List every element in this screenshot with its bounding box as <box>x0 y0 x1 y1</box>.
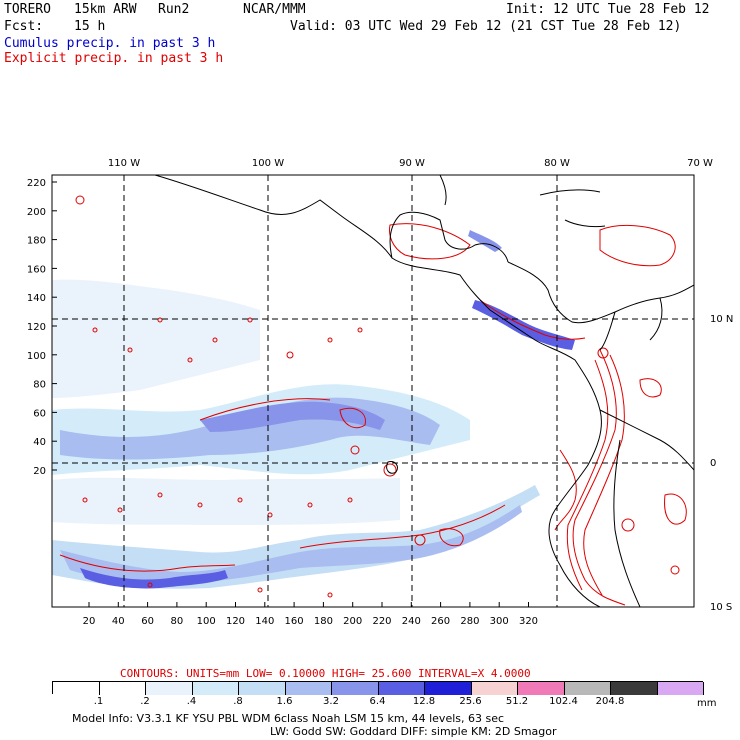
colorbar-label: .8 <box>233 696 243 707</box>
cumulus-honduras <box>468 230 502 252</box>
colorbar-swatch <box>657 682 704 695</box>
colorbar-label: 1.6 <box>276 696 293 707</box>
colorbar-label: .1 <box>93 696 104 707</box>
x-tick-label: 240 <box>402 616 421 627</box>
colorbar-label: .4 <box>186 696 197 707</box>
run-label: Run2 <box>158 2 190 17</box>
forecast-label: Fcst: <box>4 19 44 34</box>
colorbar-label: 25.6 <box>459 696 482 707</box>
x-tick-label: 100 <box>197 616 216 627</box>
y-tick-label: 160 <box>27 264 46 275</box>
y-tick-label: 80 <box>33 380 46 391</box>
colorbar-unit: mm <box>697 698 717 709</box>
y-tick-label: 100 <box>27 351 46 362</box>
colorbar-swatch <box>99 682 146 695</box>
valid-time: Valid: 03 UTC Wed 29 Feb 12 (21 CST Tue … <box>290 19 682 34</box>
colorbar-swatch <box>332 682 379 695</box>
colorbar-swatch <box>239 682 286 695</box>
precip-colorbar <box>52 681 704 695</box>
legend-explicit: Explicit precip. in past 3 h <box>4 51 224 66</box>
colorbar-label: 51.2 <box>505 696 529 707</box>
colorbar-label: .2 <box>140 696 150 707</box>
colorbar-label: 12.8 <box>412 696 436 707</box>
forecast-hour: 15 h <box>74 19 106 34</box>
y-tick-label: 60 <box>33 408 46 419</box>
x-tick-label: 180 <box>314 616 333 627</box>
colorbar-label: 204.8 <box>595 696 625 707</box>
y-tick-label: 20 <box>33 466 46 477</box>
cumulus-band-north-heavy <box>200 401 385 432</box>
colorbar-swatch <box>518 682 565 695</box>
cumulus-band-south <box>52 485 540 589</box>
x-tick-label: 200 <box>343 616 362 627</box>
colorbar-label: 6.4 <box>369 696 386 707</box>
lat-label: 0 <box>710 458 716 469</box>
x-tick-label: 260 <box>431 616 450 627</box>
x-tick-label: 280 <box>460 616 479 627</box>
colorbar-swatch <box>146 682 193 695</box>
model-resolution: 15km ARW <box>74 2 137 17</box>
colorbar-swatch <box>378 682 425 695</box>
explicit-scatter <box>75 195 680 598</box>
model-info: Model Info: V3.3.1 KF YSU PBL WDM 6class… <box>72 712 505 725</box>
coastlines <box>154 175 694 607</box>
y-tick-label: 120 <box>27 322 46 333</box>
cumulus-band-south-heavy <box>80 568 228 589</box>
lon-label: 100 W <box>252 158 284 169</box>
lat-label: 10 S <box>710 602 732 613</box>
colorbar-swatch <box>53 682 100 695</box>
x-tick-label: 60 <box>141 616 154 627</box>
lon-label: 80 W <box>544 158 570 169</box>
x-tick-label: 220 <box>372 616 391 627</box>
lon-label: 110 W <box>108 158 140 169</box>
colorbar-swatch <box>471 682 518 695</box>
y-tick-label: 200 <box>27 207 46 218</box>
colorbar-swatch <box>564 682 611 695</box>
org-label: NCAR/MMM <box>243 2 306 17</box>
x-tick-label: 120 <box>226 616 245 627</box>
legend-cumulus: Cumulus precip. in past 3 h <box>4 36 216 51</box>
colorbar-swatch <box>285 682 332 695</box>
y-tick-label: 180 <box>27 236 46 247</box>
precip-fields <box>52 175 694 607</box>
contours-info: CONTOURS: UNITS=mm LOW= 0.10000 HIGH= 25… <box>120 667 531 680</box>
y-tick-label: 40 <box>33 437 46 448</box>
colorbar-labels: .1 .2 .4 .8 1.6 3.2 6.4 12.8 25.6 51.2 102.4 204.8 <box>0 696 740 710</box>
lat-label: 10 N <box>710 314 733 325</box>
colorbar-swatch <box>611 682 658 695</box>
x-tick-label: 40 <box>112 616 125 627</box>
x-tick-label: 160 <box>285 616 304 627</box>
x-tick-label: 300 <box>490 616 509 627</box>
colorbar-swatch <box>192 682 239 695</box>
x-tick-label: 320 <box>519 616 538 627</box>
cumulus-west <box>52 279 260 398</box>
y-tick-label: 140 <box>27 293 46 304</box>
physics-info: LW: Godd SW: Goddard DIFF: simple KM: 2D… <box>270 725 557 738</box>
x-tick-label: 80 <box>171 616 184 627</box>
colorbar-label: 102.4 <box>549 696 578 707</box>
model-name: TORERO <box>4 2 51 17</box>
cumulus-west-2 <box>52 477 400 525</box>
lon-label: 90 W <box>399 158 425 169</box>
graticule <box>52 175 694 607</box>
x-tick-label: 140 <box>255 616 274 627</box>
colorbar-swatch <box>425 682 472 695</box>
colorbar-label: 3.2 <box>323 696 339 707</box>
plot-frame <box>51 174 695 608</box>
lon-label: 70 W <box>687 158 713 169</box>
x-tick-label: 20 <box>83 616 96 627</box>
init-time: Init: 12 UTC Tue 28 Feb 12 <box>506 2 710 17</box>
y-tick-label: 220 <box>27 178 46 189</box>
